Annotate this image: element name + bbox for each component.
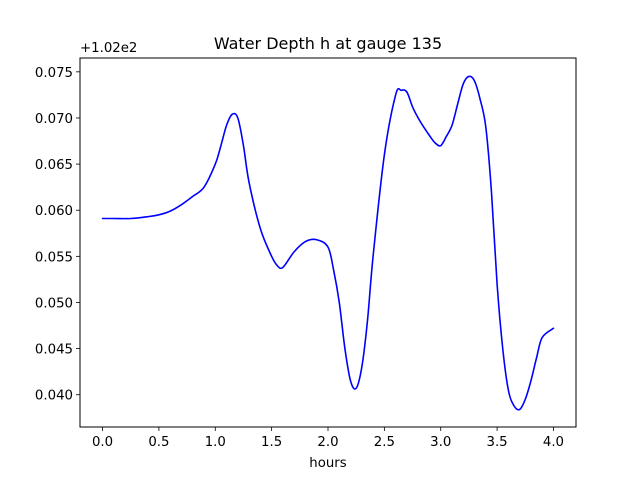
y-axis-offset-label: +1.02e2 xyxy=(80,41,137,56)
x-tick-label: 0.0 xyxy=(92,435,113,450)
y-tick-label: 0.045 xyxy=(35,343,73,358)
y-tick-label: 0.065 xyxy=(35,158,73,173)
x-tick-label: 1.5 xyxy=(261,435,282,450)
y-tick-label: 0.070 xyxy=(35,112,73,127)
y-tick-label: 0.060 xyxy=(35,204,73,219)
series-line xyxy=(101,75,555,411)
x-tick-label: 0.5 xyxy=(148,435,169,450)
x-axis: 0.0 0.5 1.0 1.5 2.0 2.5 3.0 3.5 4.0 xyxy=(92,427,564,450)
y-tick-label: 0.055 xyxy=(35,250,73,265)
x-tick-label: 1.0 xyxy=(205,435,226,450)
x-tick-label: 3.0 xyxy=(430,435,451,450)
x-tick-label: 3.5 xyxy=(487,435,508,450)
x-tick-label: 2.0 xyxy=(317,435,338,450)
x-axis-label: hours xyxy=(309,456,346,471)
chart-title: Water Depth h at gauge 135 xyxy=(214,34,442,53)
y-tick-label: 0.050 xyxy=(35,296,73,311)
y-tick-label: 0.040 xyxy=(35,389,73,404)
y-axis: 0.040 0.045 0.050 0.055 0.060 0.065 0.070 0.075 xyxy=(35,66,80,404)
x-tick-label: 2.5 xyxy=(374,435,395,450)
x-tick-label: 4.0 xyxy=(543,435,564,450)
y-tick-label: 0.075 xyxy=(35,66,73,81)
